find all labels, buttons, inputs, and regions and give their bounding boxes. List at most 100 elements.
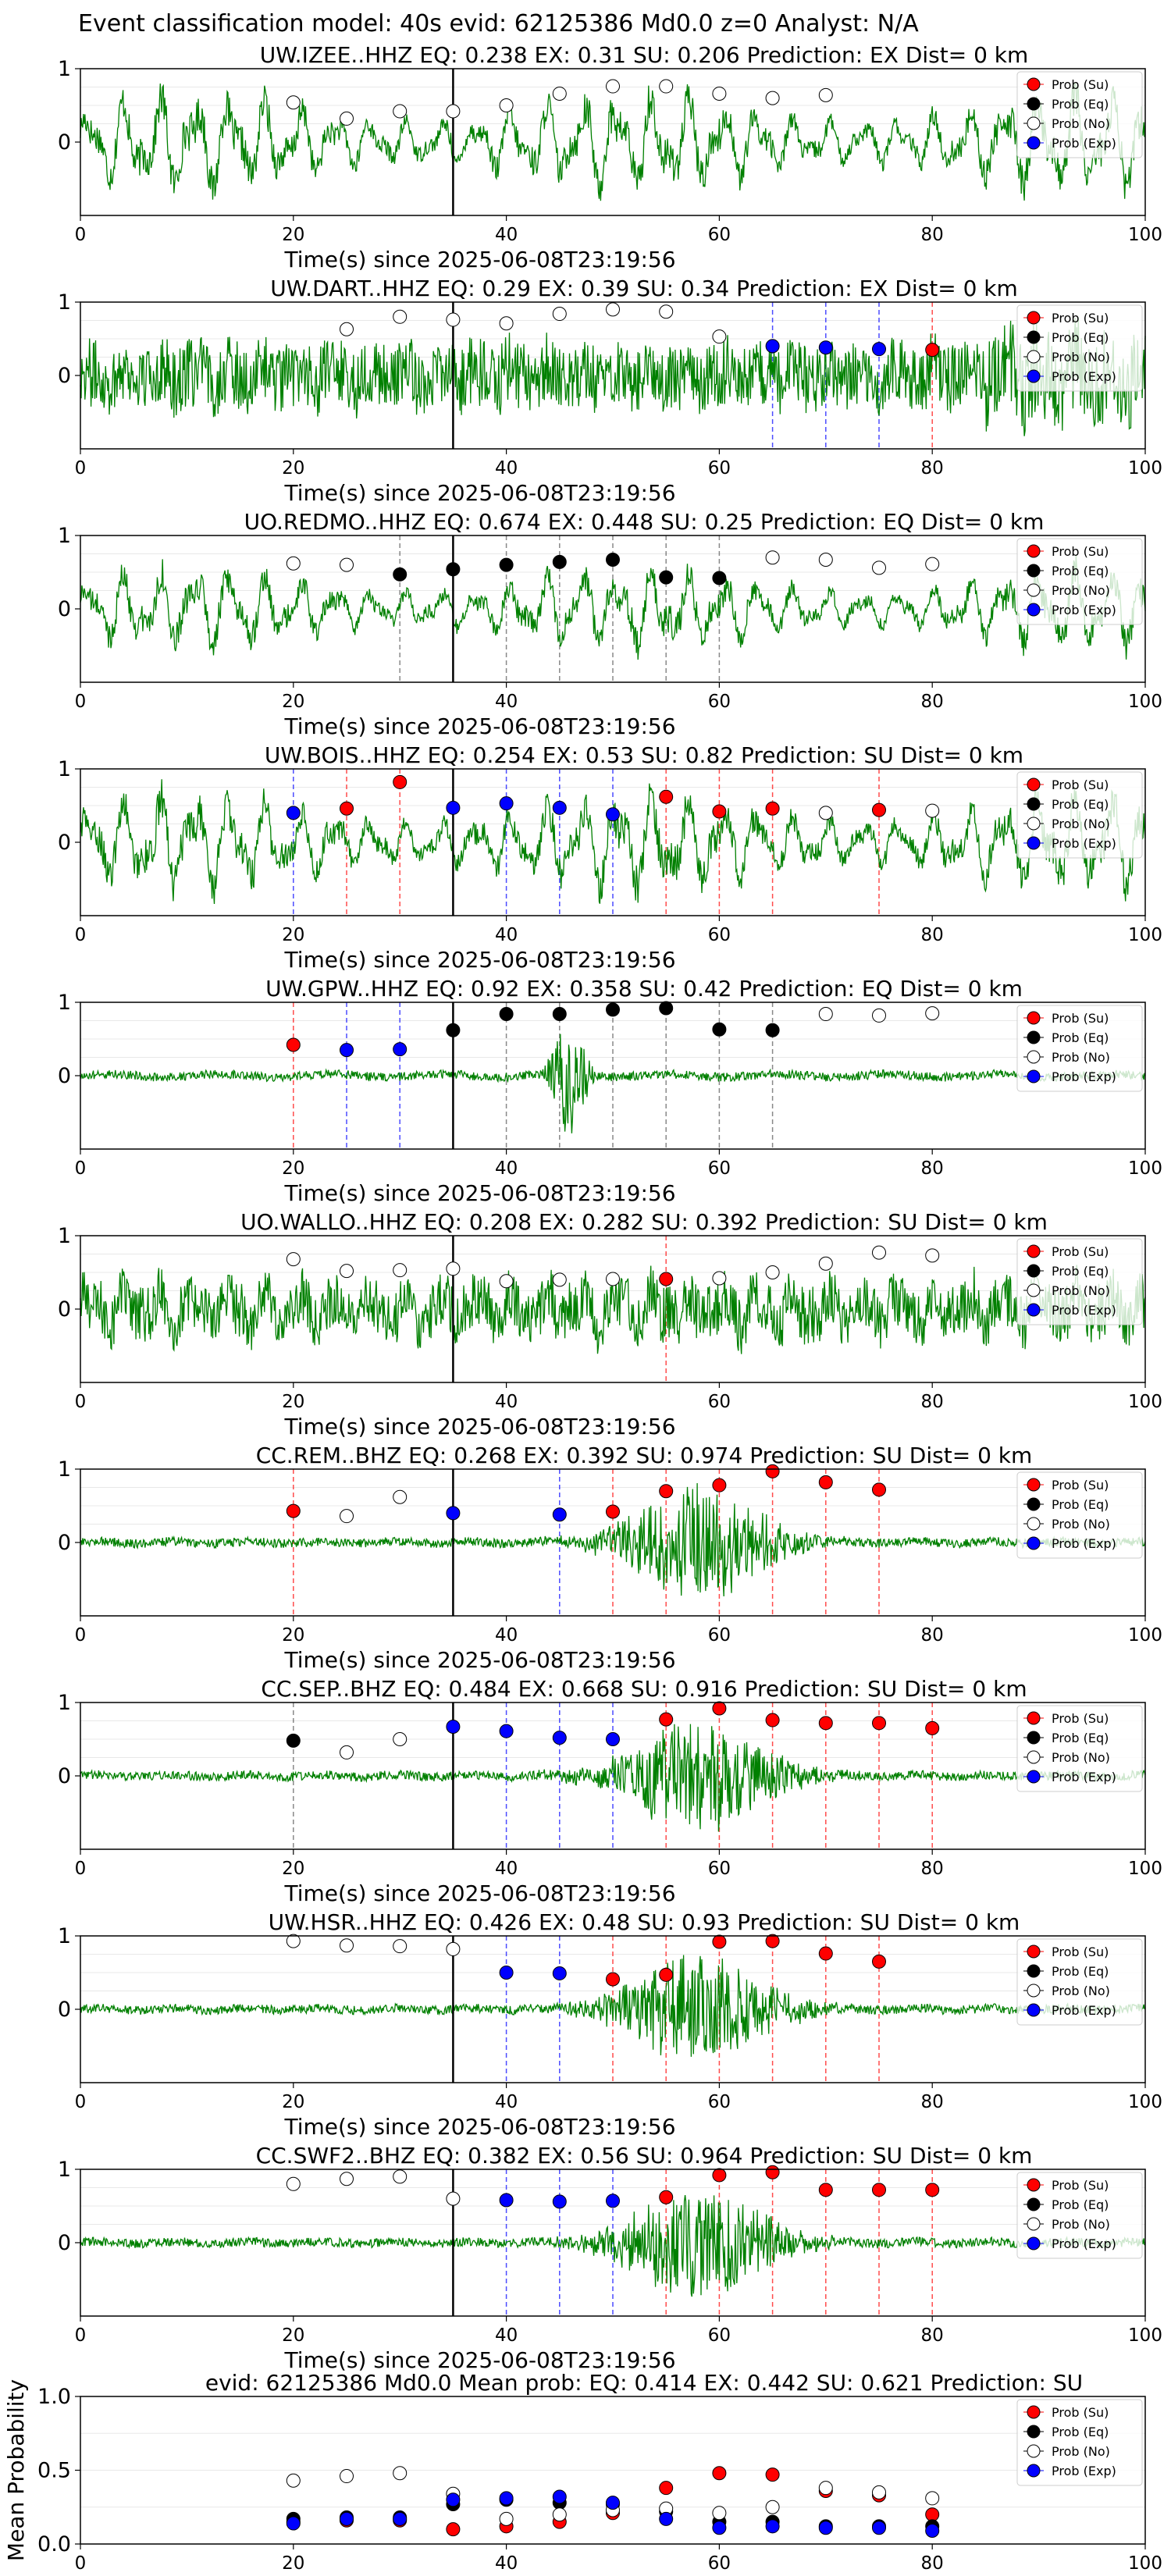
prob-marker-no [393, 2169, 408, 2184]
x-tick-label: 20 [282, 1392, 304, 1412]
prob-marker-no [765, 91, 780, 105]
prob-marker-no [446, 1261, 461, 1276]
prob-marker-su [872, 2183, 886, 2197]
legend-box [1016, 71, 1143, 158]
legend-marker-su [1027, 777, 1041, 792]
station-panel-5: 0 20 40 60 80 100 0 1 UO.WALLO..HHZ EQ: 0.208 EX… [58, 1209, 1162, 1439]
x-tick-label: 20 [282, 925, 304, 945]
legend-marker-eq [1027, 2425, 1041, 2439]
legend-marker-su [1027, 1944, 1041, 1959]
x-axis-label: Time(s) since 2025-06-08T23:19:56 [283, 1180, 675, 1206]
station-panel-9: 0 20 40 60 80 100 0 1 CC.SWF2..BHZ EQ: 0.382 EX:… [58, 2143, 1162, 2373]
legend-box [1016, 538, 1143, 625]
x-tick-label: 20 [282, 2553, 304, 2574]
prob-marker-eq [765, 1023, 780, 1037]
x-tick-label: 80 [921, 1859, 944, 1879]
legend-label-eq: Prob (Eq) [1052, 564, 1109, 578]
legend-marker-eq [1027, 1264, 1041, 1278]
legend-label-no: Prob (No) [1052, 1750, 1110, 1765]
x-tick-label: 40 [495, 1392, 518, 1412]
legend-label-no: Prob (No) [1052, 1517, 1110, 1532]
seismic-waveform [80, 82, 1146, 201]
mean-prob-marker-su [659, 2481, 674, 2496]
prob-marker-no [446, 1941, 461, 1956]
legend-marker-exp [1027, 1770, 1041, 1784]
legend-label-exp: Prob (Exp) [1052, 1069, 1116, 1084]
prob-marker-exp [552, 2194, 567, 2209]
prob-marker-no [818, 553, 833, 568]
prob-marker-no [340, 1509, 354, 1524]
x-tick-label: 60 [708, 1392, 731, 1412]
x-axis-label: Time(s) since 2025-06-08T23:19:56 [283, 1414, 675, 1439]
x-tick-label: 40 [495, 458, 518, 479]
legend-marker-eq [1027, 564, 1041, 578]
mean-prob-marker-exp [446, 2492, 461, 2507]
prob-marker-no [659, 79, 674, 94]
legend-marker-exp [1027, 369, 1041, 383]
legend-box [1016, 1238, 1143, 1325]
legend-marker-no [1027, 1984, 1041, 1998]
prob-marker-exp [552, 1731, 567, 1745]
prob-marker-su [286, 1503, 301, 1518]
prob-marker-eq [499, 1007, 514, 1022]
prob-marker-no [712, 1271, 727, 1286]
y-tick-label: 0 [58, 2231, 71, 2255]
x-axis-label: Time(s) since 2025-06-08T23:19:56 [283, 713, 675, 739]
x-tick-label: 0 [75, 1392, 87, 1412]
prob-marker-su [872, 1954, 886, 1969]
prob-marker-no [340, 557, 354, 572]
panel-title: UO.REDMO..HHZ EQ: 0.674 EX: 0.448 SU: 0.… [244, 509, 1045, 535]
prob-marker-exp [499, 1966, 514, 1980]
x-tick-label: 80 [921, 458, 944, 479]
y-tick-label: 1 [58, 991, 71, 1015]
prob-marker-eq [393, 567, 408, 582]
prob-marker-exp [818, 340, 833, 355]
mean-prob-marker-exp [925, 2523, 940, 2538]
y-tick-label: 0.0 [37, 2532, 71, 2556]
x-tick-label: 100 [1128, 1392, 1162, 1412]
prob-marker-no [446, 312, 461, 327]
legend-label-eq: Prob (Eq) [1052, 2197, 1109, 2212]
x-tick-label: 100 [1128, 1158, 1162, 1179]
x-axis-label: Time(s) since 2025-06-08T23:19:56 [283, 2347, 675, 2373]
prob-marker-no [286, 2176, 301, 2191]
x-tick-label: 0 [75, 2092, 87, 2112]
mean-prob-marker-no [340, 2469, 354, 2484]
legend-label-eq: Prob (Eq) [1052, 1497, 1109, 1512]
figure-suptitle: Event classification model: 40s evid: 62… [78, 10, 919, 37]
prob-marker-su [765, 1713, 780, 1727]
y-tick-label: 1 [58, 2158, 71, 2182]
legend-marker-exp [1027, 1536, 1041, 1550]
prob-marker-su [925, 1720, 940, 1735]
prob-marker-su [872, 1716, 886, 1731]
x-tick-label: 0 [75, 458, 87, 479]
prob-marker-eq [659, 1001, 674, 1016]
seismic-waveform [80, 2195, 1146, 2297]
prob-marker-su [872, 1482, 886, 1497]
mean-prob-marker-exp [872, 2521, 886, 2535]
legend-label-su: Prob (Su) [1052, 2405, 1109, 2420]
legend-marker-eq [1027, 1497, 1041, 1511]
legend-marker-eq [1027, 330, 1041, 344]
station-panel-6: 0 20 40 60 80 100 0 1 CC.REM..BHZ EQ: 0.268 EX: … [58, 1443, 1162, 1673]
x-tick-label: 0 [75, 225, 87, 245]
legend-label-exp: Prob (Exp) [1052, 1536, 1116, 1551]
legend-marker-su [1027, 311, 1041, 325]
prob-marker-no [818, 1007, 833, 1022]
legend-marker-exp [1027, 2236, 1041, 2250]
station-panel-3: 0 20 40 60 80 100 0 1 UW.BOIS..HHZ EQ: 0.254 EX:… [58, 742, 1162, 973]
prob-marker-su [659, 2190, 674, 2204]
x-tick-label: 0 [75, 692, 87, 712]
prob-marker-eq [712, 571, 727, 585]
y-tick-label: 0 [58, 1064, 71, 1088]
x-tick-label: 40 [495, 1625, 518, 1646]
plot-area [80, 302, 1145, 449]
prob-marker-su [606, 1972, 620, 1987]
legend-label-exp: Prob (Exp) [1052, 1770, 1116, 1784]
legend-label-no: Prob (No) [1052, 817, 1110, 831]
legend-marker-exp [1027, 2003, 1041, 2017]
x-tick-label: 20 [282, 692, 304, 712]
prob-marker-exp [552, 800, 567, 815]
prob-marker-no [552, 1272, 567, 1287]
prob-marker-no [446, 2191, 461, 2206]
